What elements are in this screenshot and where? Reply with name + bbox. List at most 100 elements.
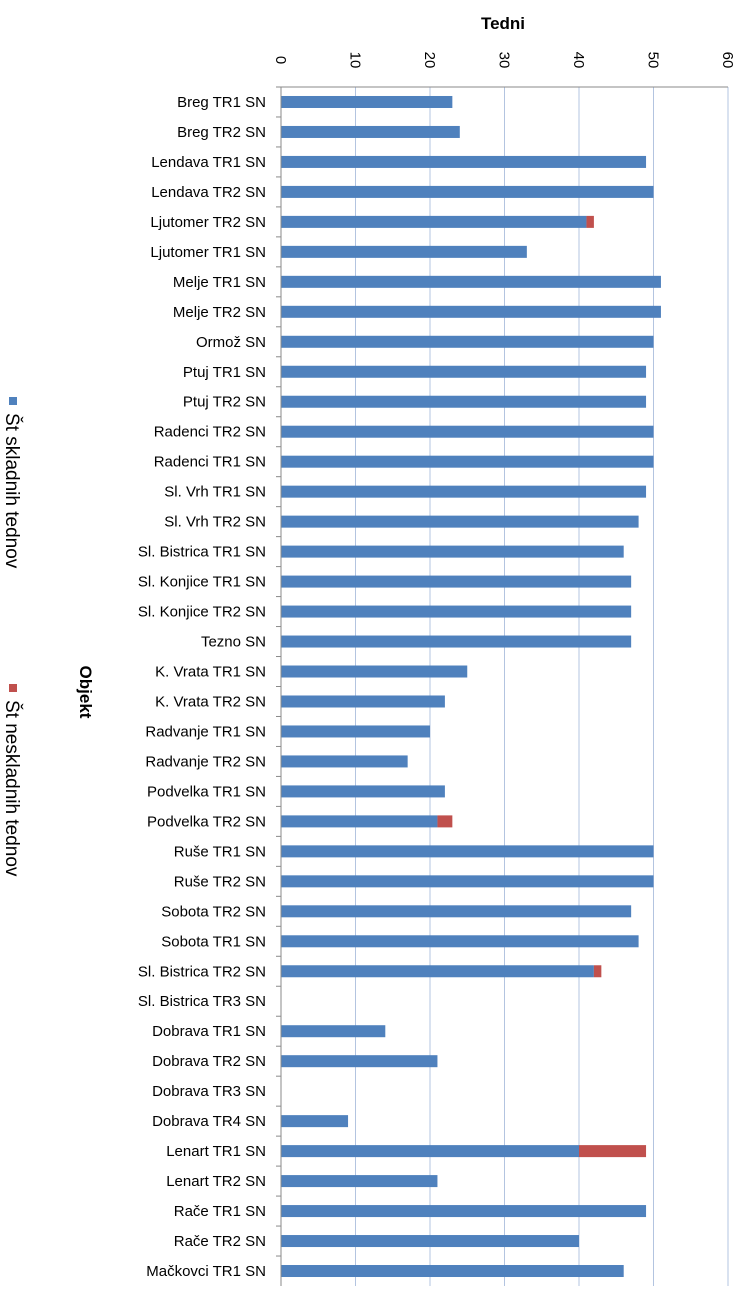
- bar-skladnih: [281, 605, 632, 618]
- category-label: Radenci TR2 SN: [154, 424, 266, 441]
- category-label: Lenart TR2 SN: [166, 1173, 266, 1190]
- category-label: Podvelka TR2 SN: [147, 813, 266, 830]
- category-label: Podvelka TR1 SN: [147, 783, 266, 800]
- legend: Št skladnih tednov Št neskladnih tednov: [1, 397, 23, 877]
- bar-skladnih: [281, 275, 661, 288]
- bar-skladnih: [281, 185, 654, 198]
- category-label: Dobrava TR1 SN: [152, 1023, 266, 1040]
- category-label: Lendava TR2 SN: [151, 184, 266, 201]
- bar-skladnih: [281, 395, 647, 408]
- category-labels: Breg TR1 SN Breg TR2 SN Lendava TR1 SN Lend…: [138, 94, 266, 1280]
- bar-skladnih: [281, 1055, 438, 1068]
- tick-label: 10: [347, 52, 364, 69]
- tick-label: 30: [496, 52, 513, 69]
- category-label: Tezno SN: [201, 634, 266, 651]
- bar-skladnih: [281, 905, 632, 918]
- category-label: Sl. Bistrica TR3 SN: [138, 993, 266, 1010]
- bar-skladnih: [281, 335, 654, 348]
- bar-skladnih: [281, 575, 632, 588]
- value-axis-title: Tedni: [481, 14, 525, 33]
- bar-neskladnih: [593, 965, 602, 978]
- category-label: Lendava TR1 SN: [151, 154, 266, 171]
- bar-skladnih: [281, 785, 445, 798]
- category-label: Sl. Konjice TR2 SN: [138, 604, 266, 621]
- category-label: Melje TR2 SN: [173, 304, 266, 321]
- legend-swatch: [9, 397, 17, 405]
- bar-skladnih: [281, 485, 647, 498]
- category-label: Breg TR1 SN: [177, 94, 266, 111]
- category-label: Breg TR2 SN: [177, 124, 266, 141]
- category-label: Radvanje TR2 SN: [145, 753, 266, 770]
- category-label: Ptuj TR2 SN: [183, 394, 266, 411]
- bar-skladnih: [281, 1175, 438, 1188]
- category-label: Sl. Vrh TR2 SN: [164, 514, 266, 531]
- category-label: Dobrava TR3 SN: [152, 1083, 266, 1100]
- category-label: K. Vrata TR2 SN: [155, 693, 266, 710]
- bar-skladnih: [281, 1235, 579, 1248]
- bar-neskladnih: [586, 215, 594, 228]
- category-label: Dobrava TR4 SN: [152, 1113, 266, 1130]
- category-label: Sl. Bistrica TR2 SN: [138, 963, 266, 980]
- category-label: Radvanje TR1 SN: [145, 723, 266, 740]
- bar-skladnih: [281, 1025, 386, 1038]
- category-axis-title: Objekt: [76, 666, 95, 719]
- category-label: Ptuj TR1 SN: [183, 364, 266, 381]
- category-label: K. Vrata TR1 SN: [155, 664, 266, 681]
- category-label: Mačkovci TR1 SN: [146, 1263, 266, 1280]
- bar-skladnih: [281, 1265, 624, 1278]
- bar-skladnih: [281, 125, 460, 138]
- bar-skladnih: [281, 545, 624, 558]
- category-label: Rače TR1 SN: [174, 1203, 266, 1220]
- category-label: Ruše TR2 SN: [174, 873, 266, 890]
- category-label: Sobota TR1 SN: [161, 933, 266, 950]
- category-label: Dobrava TR2 SN: [152, 1053, 266, 1070]
- bar-skladnih: [281, 245, 527, 258]
- bar-skladnih: [281, 635, 632, 648]
- bar-skladnih: [281, 425, 654, 438]
- bar-skladnih: [281, 875, 654, 888]
- bar-skladnih: [281, 95, 453, 108]
- tick-label: 0: [272, 56, 289, 64]
- bar-skladnih: [281, 935, 639, 948]
- bars: [281, 95, 661, 1278]
- category-label: Ljutomer TR2 SN: [150, 214, 266, 231]
- bar-skladnih: [281, 155, 647, 168]
- bar-skladnih: [281, 845, 654, 858]
- axes: [276, 86, 728, 1286]
- tick-label: 50: [645, 52, 662, 69]
- category-label: Ruše TR1 SN: [174, 843, 266, 860]
- bar-skladnih: [281, 365, 647, 378]
- bar-skladnih: [281, 1145, 579, 1158]
- bar-skladnih: [281, 965, 594, 978]
- legend-label: Št skladnih tednov: [1, 413, 23, 569]
- category-label: Ormož SN: [196, 334, 266, 351]
- category-label: Sobota TR2 SN: [161, 903, 266, 920]
- tick-label: 20: [421, 52, 438, 69]
- category-label: Rače TR2 SN: [174, 1233, 266, 1250]
- bar-skladnih: [281, 665, 468, 678]
- category-label: Lenart TR1 SN: [166, 1143, 266, 1160]
- bar-skladnih: [281, 815, 438, 828]
- bar-skladnih: [281, 725, 430, 738]
- category-label: Sl. Konjice TR1 SN: [138, 574, 266, 591]
- legend-swatch: [9, 684, 17, 692]
- category-label: Ljutomer TR1 SN: [150, 244, 266, 261]
- bar-neskladnih: [437, 815, 453, 828]
- bar-skladnih: [281, 695, 445, 708]
- tick-labels: 0 10 20 30 40 50 60: [272, 52, 736, 69]
- bar-skladnih: [281, 515, 639, 528]
- tick-label: 60: [719, 52, 736, 69]
- bar-skladnih: [281, 1115, 349, 1128]
- category-label: Melje TR1 SN: [173, 274, 266, 291]
- bar-skladnih: [281, 215, 587, 228]
- tick-label: 40: [570, 52, 587, 69]
- bar-neskladnih: [579, 1145, 647, 1158]
- bar-skladnih: [281, 455, 654, 468]
- bar-skladnih: [281, 755, 408, 768]
- category-label: Sl. Vrh TR1 SN: [164, 484, 266, 501]
- bar-skladnih: [281, 305, 661, 318]
- gridlines: [355, 87, 729, 1286]
- legend-label: Št neskladnih tednov: [1, 700, 23, 877]
- category-label: Radenci TR1 SN: [154, 454, 266, 471]
